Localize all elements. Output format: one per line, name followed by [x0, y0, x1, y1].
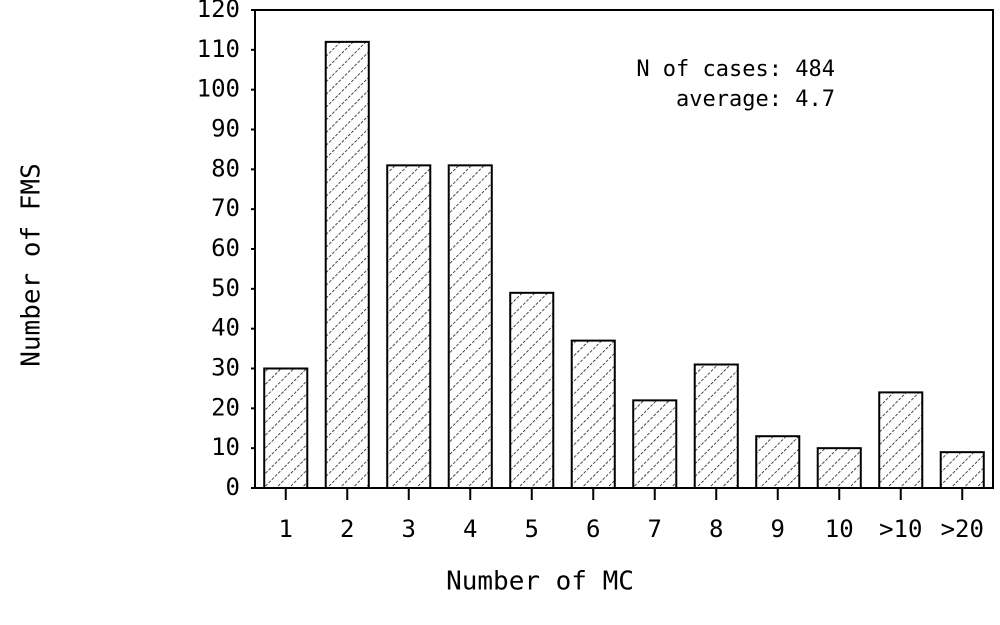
x-tick-label: 8: [709, 515, 723, 543]
x-tick-label: 3: [402, 515, 416, 543]
y-tick-label: 100: [197, 75, 240, 103]
bar: [386, 164, 432, 489]
y-tick-label: 60: [211, 234, 240, 262]
y-tick-label: 120: [197, 0, 240, 23]
x-tick-label: 10: [825, 515, 854, 543]
bar: [632, 399, 678, 489]
bar: [878, 391, 924, 489]
y-tick-label: 0: [226, 473, 240, 501]
x-tick-label: 9: [771, 515, 785, 543]
y-tick-label: 10: [211, 433, 240, 461]
x-axis-title: Number of MC: [446, 567, 634, 597]
y-axis-title: Number of FMS: [17, 163, 47, 367]
x-tick-label: >10: [879, 515, 922, 543]
y-tick-label: 30: [211, 354, 240, 382]
x-tick-label: 7: [648, 515, 662, 543]
bar: [324, 40, 370, 489]
bar: [509, 291, 555, 490]
bar: [263, 367, 309, 489]
y-tick-label: 90: [211, 115, 240, 143]
x-tick-label: 2: [340, 515, 354, 543]
bar: [447, 164, 493, 489]
y-tick-label: 70: [211, 194, 240, 222]
x-tick-label: 1: [279, 515, 293, 543]
bar: [570, 339, 616, 489]
annotation: N of cases: 484: [636, 57, 835, 82]
annotation: average: 4.7: [676, 87, 835, 112]
y-tick-label: 50: [211, 274, 240, 302]
x-tick-label: 4: [463, 515, 477, 543]
bar: [939, 451, 985, 489]
x-tick-label: 5: [525, 515, 539, 543]
y-tick-label: 80: [211, 154, 240, 182]
bar: [816, 447, 862, 489]
y-tick-label: 20: [211, 393, 240, 421]
x-tick-label: >20: [941, 515, 984, 543]
y-tick-label: 40: [211, 314, 240, 342]
y-tick-label: 110: [197, 35, 240, 63]
bar: [693, 363, 739, 489]
x-tick-label: 6: [586, 515, 600, 543]
bar: [755, 435, 801, 490]
